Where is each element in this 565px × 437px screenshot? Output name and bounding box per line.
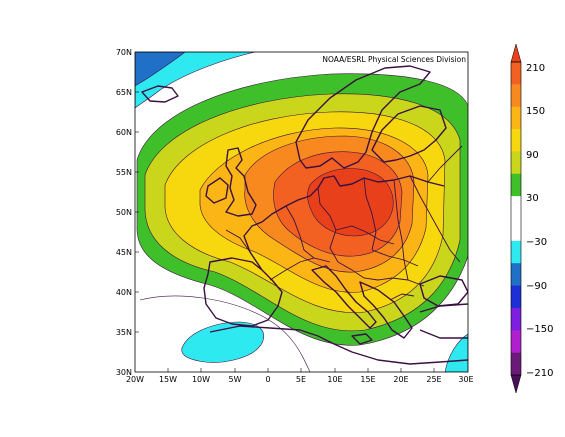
colorbar-label: 210 — [526, 63, 545, 74]
coastlines — [141, 65, 468, 365]
colorbar-label: 150 — [526, 106, 545, 117]
map-credit: NOAA/ESRL Physical Sciences Division — [322, 55, 466, 64]
lon-label: 5W — [229, 375, 242, 384]
lat-label: 45N — [116, 248, 132, 257]
colorbar-cell — [511, 263, 521, 286]
colorbar-cell — [511, 62, 521, 85]
map-panel — [135, 52, 468, 372]
colorbar-frame — [510, 61, 522, 376]
lon-label: 10E — [327, 375, 342, 384]
colorbar-label: −210 — [526, 368, 553, 379]
colorbar-cell — [511, 173, 521, 197]
lat-label: 70N — [116, 48, 132, 57]
lon-label: 10W — [192, 375, 210, 384]
colorbar-cell — [511, 84, 521, 108]
colorbar-cell — [511, 307, 521, 331]
colorbar-label: −30 — [526, 237, 547, 248]
colorbar-cell — [511, 106, 521, 130]
colorbar-label: 30 — [526, 193, 539, 204]
lat-label: 50N — [116, 208, 132, 217]
colorbar-cell — [511, 240, 521, 264]
lat-label: 55N — [116, 168, 132, 177]
anomaly-band-210 — [307, 168, 394, 237]
lon-axis: 20W 15W 10W 5W 0 5E 10E 15E 20E 25E 30E — [126, 375, 474, 384]
colorbar-label: −150 — [526, 324, 553, 335]
lat-label: 60N — [116, 128, 132, 137]
colorbar-cell — [511, 129, 521, 152]
colorbar-bottom-arrow — [510, 374, 522, 394]
lon-ticks — [167, 368, 435, 372]
lat-label: 40N — [116, 288, 132, 297]
lon-label: 20W — [126, 375, 144, 384]
lat-label: 35N — [116, 328, 132, 337]
lon-label: 25E — [426, 375, 441, 384]
lat-ticks — [135, 91, 139, 333]
colorbar-label: 90 — [526, 150, 539, 161]
colorbar-cell — [511, 352, 521, 376]
lat-axis: 70N 65N 60N 55N 50N 45N 40N 35N 30N — [116, 48, 132, 377]
lat-label: 65N — [116, 88, 132, 97]
zero-contour-south — [139, 295, 311, 372]
colorbar-cells — [511, 62, 521, 376]
lon-label: 5E — [296, 375, 306, 384]
colorbar-label: −90 — [526, 281, 547, 292]
country-borders — [225, 145, 463, 301]
neg-anomaly-southeast — [444, 333, 468, 372]
lat-label: 30N — [116, 368, 132, 377]
lon-label: 0 — [265, 375, 270, 384]
colorbar-cell — [511, 285, 521, 309]
colorbar-top-arrow — [510, 43, 522, 63]
neg-anomaly-northwest-inner — [135, 52, 186, 87]
lon-label: 20E — [393, 375, 408, 384]
lon-label: 15E — [360, 375, 375, 384]
colorbar: 210 150 90 30 −30 −90 −150 −210 — [510, 43, 553, 394]
colorbar-cell — [511, 151, 521, 175]
colorbar-cell — [511, 330, 521, 353]
colorbar-cell — [511, 218, 521, 242]
lon-label: 15W — [159, 375, 177, 384]
neg-anomaly-southwest — [181, 321, 264, 363]
colorbar-cell — [511, 196, 521, 219]
colorbar-labels: 210 150 90 30 −30 −90 −150 −210 — [526, 63, 553, 379]
lon-label: 30E — [458, 375, 473, 384]
